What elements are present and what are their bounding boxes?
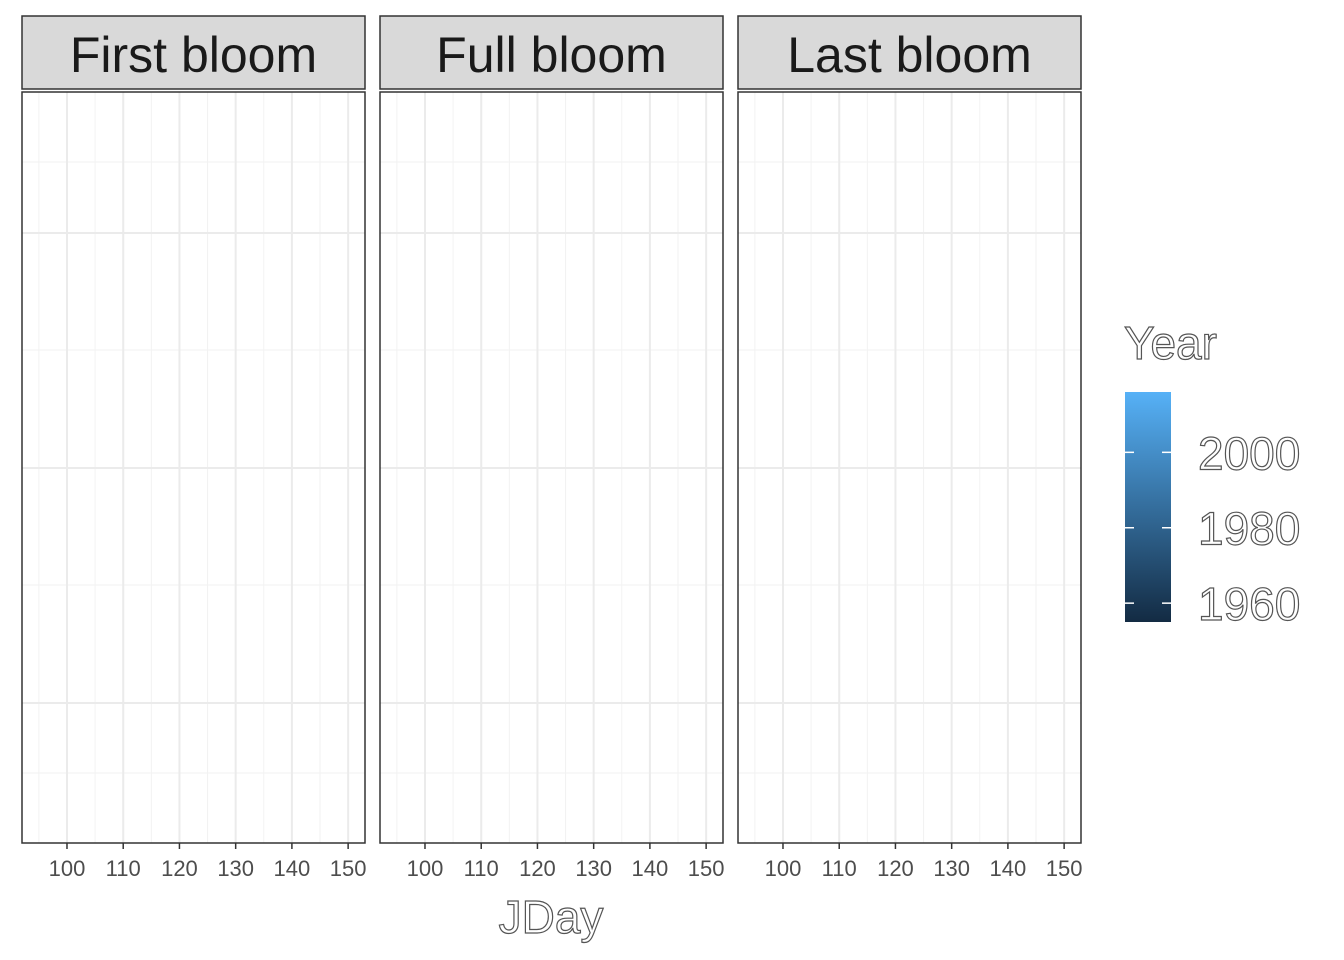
x-tick-label: 110 bbox=[106, 856, 141, 881]
facet-strip bbox=[737, 15, 1082, 90]
x-tick-label: 100 bbox=[49, 856, 86, 881]
x-tick-label: 150 bbox=[1046, 856, 1083, 881]
facet-last-bloom: Last bloom 100 110 120 130 140 150 bbox=[737, 15, 1083, 881]
colorbar-label: 1960 bbox=[1198, 578, 1300, 630]
colorbar bbox=[1125, 392, 1171, 622]
facet-strip-label: Full bloom bbox=[436, 27, 667, 83]
x-tick-label: 150 bbox=[330, 856, 367, 881]
x-tick-label: 130 bbox=[575, 856, 612, 881]
x-tick-label: 120 bbox=[161, 856, 198, 881]
x-axis-title: JDay bbox=[499, 891, 604, 943]
facet-strip-label: Last bloom bbox=[787, 27, 1032, 83]
x-tick-label: 130 bbox=[933, 856, 970, 881]
legend-title: Year bbox=[1124, 317, 1217, 369]
facet-full-bloom: Full bloom 100 110 120 130 140 150 bbox=[379, 15, 725, 881]
x-tick-label: 150 bbox=[688, 856, 725, 881]
x-tick-label: 100 bbox=[407, 856, 444, 881]
x-tick-label: 140 bbox=[632, 856, 669, 881]
x-tick-label: 110 bbox=[464, 856, 499, 881]
panel-border bbox=[379, 91, 724, 844]
colorbar-legend: Year 1960 1980 2000 bbox=[1123, 316, 1301, 630]
facet-strip bbox=[379, 15, 724, 90]
panel-border bbox=[21, 91, 366, 844]
colorbar-label: 2000 bbox=[1198, 427, 1300, 479]
facet-strip-label: First bloom bbox=[70, 27, 317, 83]
facet-strip bbox=[21, 15, 366, 90]
x-tick-label: 140 bbox=[990, 856, 1027, 881]
x-tick-label: 110 bbox=[822, 856, 857, 881]
panel-border bbox=[737, 91, 1082, 844]
facet-first-bloom: First bloom 100 110 120 130 140 150 bbox=[21, 15, 367, 881]
x-tick-label: 100 bbox=[765, 856, 802, 881]
x-tick-label: 120 bbox=[877, 856, 914, 881]
x-tick-label: 120 bbox=[519, 856, 556, 881]
colorbar-label: 1980 bbox=[1198, 503, 1300, 555]
x-tick-label: 130 bbox=[217, 856, 254, 881]
x-tick-label: 140 bbox=[274, 856, 311, 881]
